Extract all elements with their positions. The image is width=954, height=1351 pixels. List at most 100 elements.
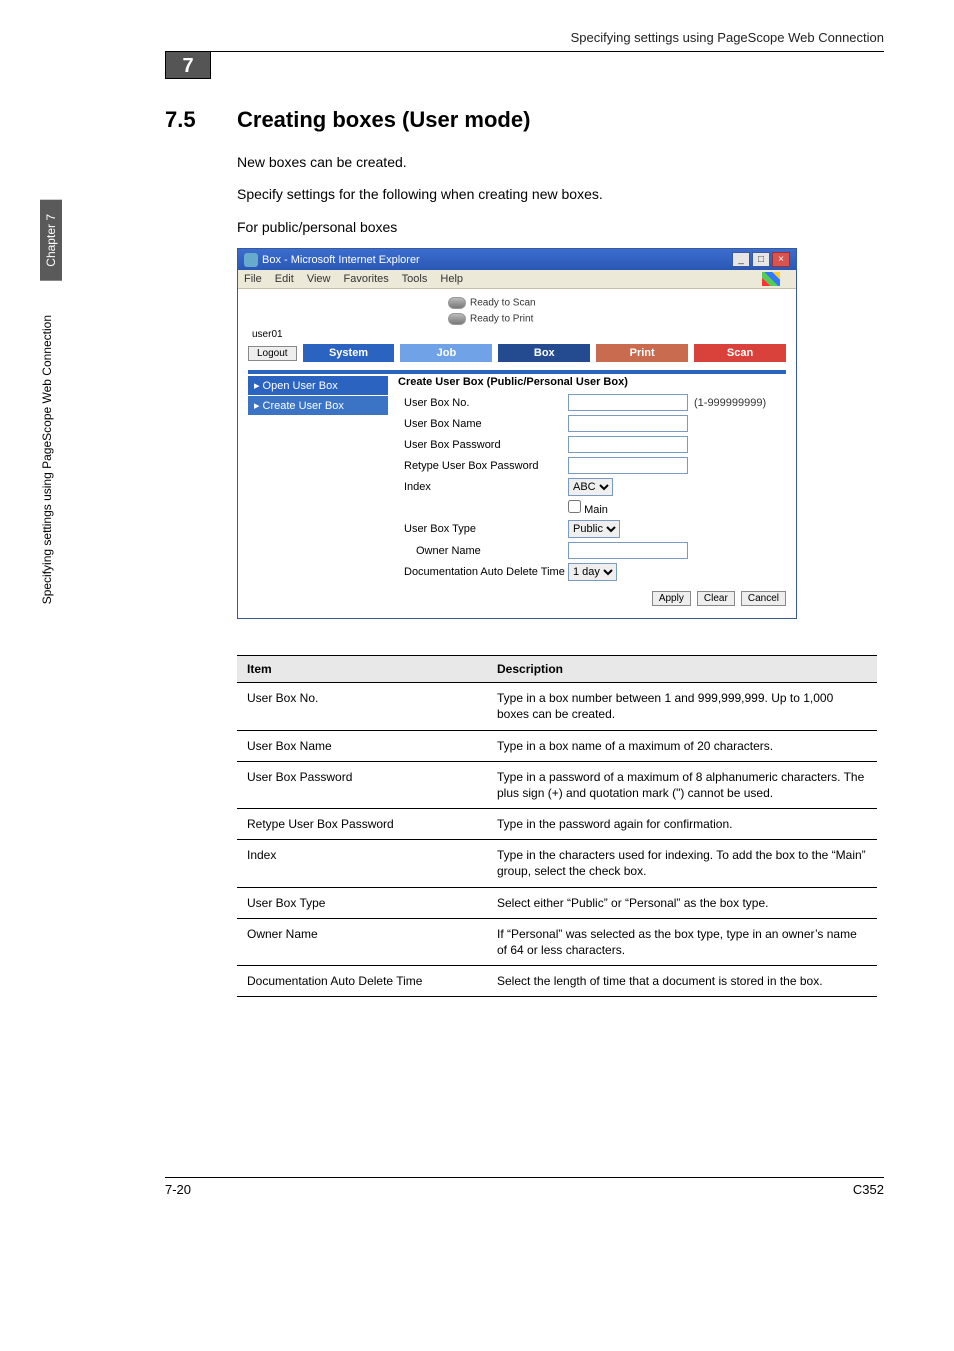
- form-buttons: Apply Clear Cancel: [398, 591, 786, 606]
- cell-desc: Type in a box name of a maximum of 20 ch…: [487, 730, 877, 761]
- menu-bar: File Edit View Favorites Tools Help: [238, 270, 796, 289]
- maximize-button[interactable]: □: [752, 252, 770, 267]
- window-title: Box - Microsoft Internet Explorer: [244, 253, 420, 267]
- section-heading: 7.5 Creating boxes (User mode): [165, 107, 884, 133]
- spec-table: Item Description User Box No.Type in a b…: [237, 655, 877, 997]
- table-row: IndexType in the characters used for ind…: [237, 840, 877, 887]
- sidebar-item-open[interactable]: ▸Open User Box: [248, 376, 388, 395]
- tab-box[interactable]: Box: [498, 344, 590, 362]
- tab-job[interactable]: Job: [400, 344, 492, 362]
- minimize-button[interactable]: _: [732, 252, 750, 267]
- cell-desc: Select the length of time that a documen…: [487, 966, 877, 997]
- col-item: Item: [237, 656, 487, 683]
- window-buttons: _□×: [730, 252, 790, 267]
- owner-name-input[interactable]: [568, 542, 688, 559]
- box-type-select[interactable]: Public: [568, 520, 620, 538]
- tab-stripe: [248, 370, 786, 374]
- menu-item[interactable]: Tools: [402, 273, 428, 285]
- table-row: User Box No.Type in a box number between…: [237, 683, 877, 730]
- left-sidebar: Chapter 7 Specifying settings using Page…: [40, 200, 80, 1100]
- cell-desc: Type in the characters used for indexing…: [487, 840, 877, 887]
- close-button[interactable]: ×: [772, 252, 790, 267]
- tab-print[interactable]: Print: [596, 344, 688, 362]
- tab-scan[interactable]: Scan: [694, 344, 786, 362]
- box-no-hint: (1-999999999): [694, 397, 766, 409]
- model-number: C352: [853, 1182, 884, 1197]
- browser-body: Ready to Scan Ready to Print user01 Logo…: [238, 289, 796, 618]
- windows-logo-icon: [762, 272, 780, 286]
- table-row: Documentation Auto Delete TimeSelect the…: [237, 966, 877, 997]
- label-delete-time: Documentation Auto Delete Time: [398, 566, 568, 578]
- table-row: Retype User Box PasswordType in the pass…: [237, 809, 877, 840]
- scanner-icon: [448, 297, 466, 309]
- table-row: User Box TypeSelect either “Public” or “…: [237, 887, 877, 918]
- label-box-no: User Box No.: [398, 397, 568, 409]
- table-row: User Box PasswordType in a password of a…: [237, 761, 877, 808]
- menu-item[interactable]: Edit: [275, 273, 294, 285]
- form-title: Create User Box (Public/Personal User Bo…: [398, 376, 786, 388]
- cancel-button[interactable]: Cancel: [741, 591, 786, 606]
- tab-system[interactable]: System: [303, 344, 395, 362]
- status-ready-print: Ready to Print: [448, 313, 786, 325]
- cell-item: Index: [237, 840, 487, 887]
- cell-item: Owner Name: [237, 918, 487, 965]
- paragraph: New boxes can be created.: [237, 151, 884, 173]
- menu-item[interactable]: Help: [440, 273, 463, 285]
- ie-icon: [244, 253, 258, 267]
- box-password-input[interactable]: [568, 436, 688, 453]
- paragraph: Specify settings for the following when …: [237, 183, 884, 205]
- header-rule: 7: [165, 51, 884, 79]
- box-no-input[interactable]: [568, 394, 688, 411]
- sidebar-item-create[interactable]: ▸Create User Box: [248, 396, 388, 415]
- col-desc: Description: [487, 656, 877, 683]
- paragraph: For public/personal boxes: [237, 216, 884, 238]
- label-box-password: User Box Password: [398, 439, 568, 451]
- menu-item[interactable]: View: [307, 273, 331, 285]
- table-row: Owner NameIf “Personal” was selected as …: [237, 918, 877, 965]
- logout-button[interactable]: Logout: [248, 346, 297, 361]
- cell-desc: Type in a box number between 1 and 999,9…: [487, 683, 877, 730]
- page-number: 7-20: [165, 1182, 191, 1197]
- content-split: ▸Open User Box ▸Create User Box Create U…: [248, 376, 786, 606]
- delete-time-select[interactable]: 1 day: [568, 563, 617, 581]
- cell-desc: Type in a password of a maximum of 8 alp…: [487, 761, 877, 808]
- box-name-input[interactable]: [568, 415, 688, 432]
- apply-button[interactable]: Apply: [652, 591, 691, 606]
- label-retype-password: Retype User Box Password: [398, 460, 568, 472]
- form-panel: Create User Box (Public/Personal User Bo…: [398, 376, 786, 606]
- section-number: 7.5: [165, 107, 237, 133]
- cell-item: User Box No.: [237, 683, 487, 730]
- chapter-tab: Chapter 7: [40, 200, 62, 281]
- section-title: Creating boxes (User mode): [237, 107, 530, 133]
- index-main-checkbox[interactable]: [568, 500, 581, 513]
- retype-password-input[interactable]: [568, 457, 688, 474]
- chapter-number-box: 7: [165, 51, 211, 79]
- cell-desc: Select either “Public” or “Personal” as …: [487, 887, 877, 918]
- triangle-icon: ▸: [254, 379, 260, 392]
- label-owner-name: Owner Name: [398, 545, 568, 557]
- label-box-name: User Box Name: [398, 418, 568, 430]
- cell-item: Documentation Auto Delete Time: [237, 966, 487, 997]
- main-tabs: Logout System Job Box Print Scan: [248, 344, 786, 362]
- cell-item: User Box Name: [237, 730, 487, 761]
- browser-window: Box - Microsoft Internet Explorer _□× Fi…: [237, 248, 797, 619]
- table-row: User Box NameType in a box name of a max…: [237, 730, 877, 761]
- sidebar-section-title: Specifying settings using PageScope Web …: [40, 315, 54, 604]
- label-box-type: User Box Type: [398, 523, 568, 535]
- menu-item[interactable]: File: [244, 273, 262, 285]
- cell-item: User Box Type: [237, 887, 487, 918]
- page-footer: 7-20 C352: [165, 1177, 884, 1197]
- cell-desc: Type in the password again for confirmat…: [487, 809, 877, 840]
- status-ready-scan: Ready to Scan: [448, 297, 786, 309]
- label-index: Index: [398, 481, 568, 493]
- logged-user: user01: [252, 329, 786, 340]
- cell-item: User Box Password: [237, 761, 487, 808]
- cell-desc: If “Personal” was selected as the box ty…: [487, 918, 877, 965]
- index-select[interactable]: ABC: [568, 478, 613, 496]
- clear-button[interactable]: Clear: [697, 591, 735, 606]
- cell-item: Retype User Box Password: [237, 809, 487, 840]
- titlebar: Box - Microsoft Internet Explorer _□×: [238, 249, 796, 270]
- menu-item[interactable]: Favorites: [344, 273, 389, 285]
- main-content: Specifying settings using PageScope Web …: [165, 0, 884, 997]
- side-nav: ▸Open User Box ▸Create User Box: [248, 376, 388, 606]
